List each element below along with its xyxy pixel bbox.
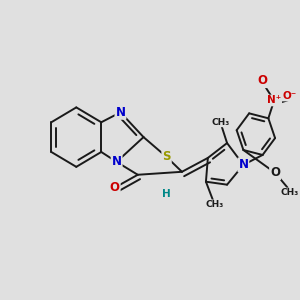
Text: N: N	[116, 106, 125, 119]
Text: CH₃: CH₃	[280, 188, 298, 197]
Text: H: H	[162, 189, 171, 199]
Text: O: O	[110, 181, 120, 194]
Text: O: O	[270, 166, 280, 179]
Text: CH₃: CH₃	[211, 118, 230, 127]
Text: CH₃: CH₃	[206, 200, 224, 209]
Text: N: N	[238, 158, 248, 171]
Text: S: S	[162, 150, 171, 164]
Text: N: N	[112, 155, 122, 168]
Text: N⁺: N⁺	[267, 95, 281, 106]
Text: O⁻: O⁻	[282, 91, 297, 100]
Text: O: O	[258, 74, 268, 87]
